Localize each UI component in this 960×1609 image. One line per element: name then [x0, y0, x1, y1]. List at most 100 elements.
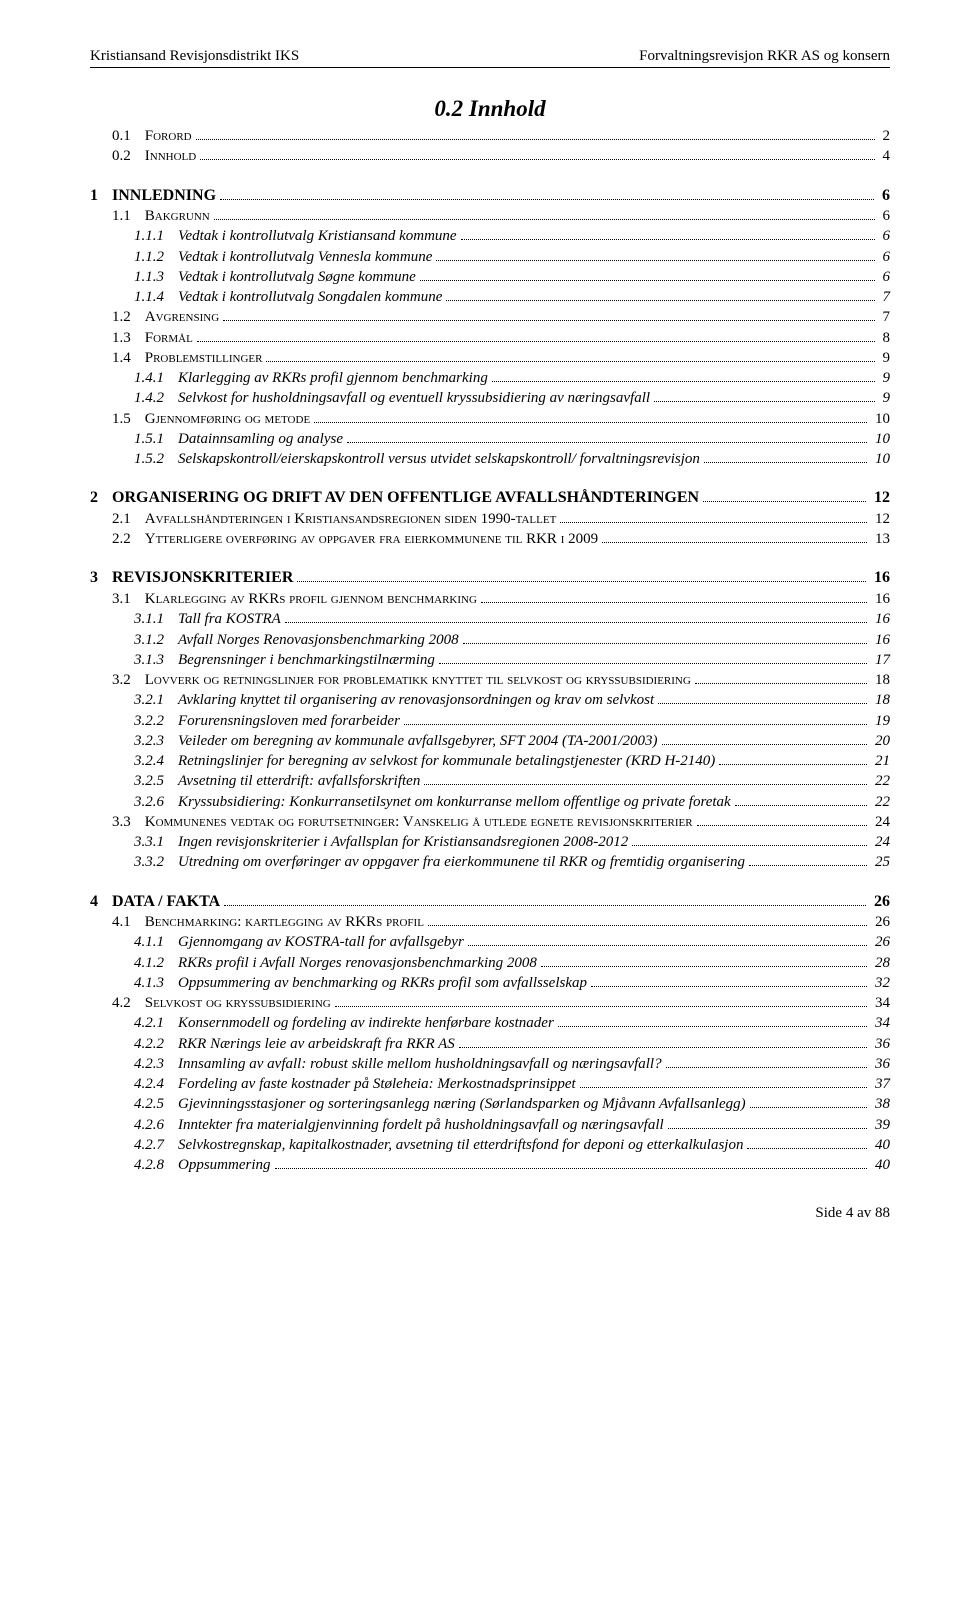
- toc-leader-dots: [200, 159, 874, 160]
- toc-label: Avgrensing: [145, 307, 219, 327]
- toc-label: Oppsummering: [178, 1155, 271, 1175]
- toc-number: 4.1.1: [134, 932, 178, 952]
- toc-leader-dots: [541, 966, 867, 967]
- toc-page-number: 39: [871, 1115, 890, 1135]
- toc-label: Fordeling av faste kostnader på Stølehei…: [178, 1074, 576, 1094]
- toc-leader-dots: [347, 442, 867, 443]
- toc-page-number: 19: [871, 711, 890, 731]
- toc-page-number: 9: [879, 388, 891, 408]
- toc-page-number: 25: [871, 852, 890, 872]
- toc-page-number: 10: [871, 409, 890, 429]
- toc-leader-dots: [468, 945, 867, 946]
- toc-number: 1.4.1: [134, 368, 178, 388]
- toc-page-number: 32: [871, 973, 890, 993]
- toc-number: 4.1: [112, 912, 145, 932]
- toc-entry: 3.3.1Ingen revisjonskriterier i Avfallsp…: [90, 832, 890, 852]
- toc-leader-dots: [632, 845, 867, 846]
- toc-entry: 1.1Bakgrunn6: [90, 206, 890, 226]
- toc-leader-dots: [749, 865, 867, 866]
- toc-label: Klarlegging av RKRs profil gjennom bench…: [178, 368, 488, 388]
- header-right: Forvaltningsrevisjon RKR AS og konsern: [639, 48, 890, 65]
- toc-page-number: 18: [871, 690, 890, 710]
- toc-page-number: 24: [871, 832, 890, 852]
- toc-page-number: 36: [871, 1034, 890, 1054]
- toc-number: 4.1.2: [134, 953, 178, 973]
- toc-label: Vedtak i kontrollutvalg Kristiansand kom…: [178, 226, 457, 246]
- toc-number: 1.1: [112, 206, 145, 226]
- toc-leader-dots: [481, 602, 867, 603]
- toc-number: 3.2.5: [134, 771, 178, 791]
- toc-page-number: 6: [879, 247, 891, 267]
- toc-page-number: 26: [871, 912, 890, 932]
- toc-label: Selskapskontroll/eierskapskontroll versu…: [178, 449, 700, 469]
- toc-entry: 4.2.2RKR Nærings leie av arbeidskraft fr…: [90, 1034, 890, 1054]
- toc-label: Forurensningsloven med forarbeider: [178, 711, 400, 731]
- toc-entry: 1.1.2Vedtak i kontrollutvalg Vennesla ko…: [90, 247, 890, 267]
- toc-entry: 4.1.3Oppsummering av benchmarking og RKR…: [90, 973, 890, 993]
- toc-number: 3.2.6: [134, 792, 178, 812]
- toc-entry: 4.2Selvkost og kryssubsidiering34: [90, 993, 890, 1013]
- toc-page-number: 9: [879, 348, 891, 368]
- toc-leader-dots: [654, 401, 874, 402]
- toc-number: 1.1.3: [134, 267, 178, 287]
- toc-page-number: 20: [871, 731, 890, 751]
- toc-entry: 2ORGANISERING OG DRIFT AV DEN OFFENTLIGE…: [90, 487, 890, 509]
- toc-page-number: 7: [879, 307, 891, 327]
- toc-label: Forord: [145, 126, 192, 146]
- toc-number: 3.3: [112, 812, 145, 832]
- toc-number: 1.5.2: [134, 449, 178, 469]
- toc-label: Inntekter fra materialgjenvinning fordel…: [178, 1115, 664, 1135]
- toc-entry: 1.4Problemstillinger9: [90, 348, 890, 368]
- toc-entry: 3.2.6Kryssubsidiering: Konkurransetilsyn…: [90, 792, 890, 812]
- toc-page-number: 40: [871, 1155, 890, 1175]
- toc-number: 3.2.3: [134, 731, 178, 751]
- toc-entry: 1.1.3Vedtak i kontrollutvalg Søgne kommu…: [90, 267, 890, 287]
- toc-page-number: 6: [878, 185, 890, 207]
- toc-leader-dots: [446, 300, 874, 301]
- toc-leader-dots: [658, 703, 867, 704]
- toc-number: 4: [90, 891, 112, 913]
- toc-label: Oppsummering av benchmarking og RKRs pro…: [178, 973, 587, 993]
- toc-entry: 4.2.6Inntekter fra materialgjenvinning f…: [90, 1115, 890, 1135]
- toc-label: ORGANISERING OG DRIFT AV DEN OFFENTLIGE …: [112, 487, 699, 509]
- toc-page-number: 6: [879, 226, 891, 246]
- toc-number: 4.2.3: [134, 1054, 178, 1074]
- toc-number: 0.1: [112, 126, 145, 146]
- toc-leader-dots: [439, 663, 867, 664]
- toc-label: Bakgrunn: [145, 206, 210, 226]
- toc-number: 4.2.6: [134, 1115, 178, 1135]
- toc-leader-dots: [695, 683, 867, 684]
- toc-leader-dots: [591, 986, 867, 987]
- toc-entry: 4.1Benchmarking: kartlegging av RKRs pro…: [90, 912, 890, 932]
- toc-entry: 3.2.2Forurensningsloven med forarbeider1…: [90, 711, 890, 731]
- toc-page-number: 40: [871, 1135, 890, 1155]
- toc-leader-dots: [285, 622, 867, 623]
- toc-page-number: 12: [871, 509, 890, 529]
- toc-page-number: 22: [871, 792, 890, 812]
- toc-entry: 4DATA / FAKTA26: [90, 891, 890, 913]
- toc-entry: 1.1.4Vedtak i kontrollutvalg Songdalen k…: [90, 287, 890, 307]
- page-header: Kristiansand Revisjonsdistrikt IKS Forva…: [90, 48, 890, 68]
- toc-label: Innhold: [145, 146, 196, 166]
- toc-title: 0.2 Innhold: [90, 96, 890, 122]
- toc-label: Avfall Norges Renovasjonsbenchmarking 20…: [178, 630, 459, 650]
- toc-leader-dots: [297, 581, 866, 582]
- toc-leader-dots: [335, 1006, 867, 1007]
- toc-label: Ytterligere overføring av oppgaver fra e…: [145, 529, 598, 549]
- toc-page-number: 21: [871, 751, 890, 771]
- toc-label: Vedtak i kontrollutvalg Søgne kommune: [178, 267, 416, 287]
- toc-number: 1.1.4: [134, 287, 178, 307]
- toc-leader-dots: [266, 361, 874, 362]
- toc-number: 2.1: [112, 509, 145, 529]
- toc-entry: 2.2Ytterligere overføring av oppgaver fr…: [90, 529, 890, 549]
- toc-entry: 3.2.4Retningslinjer for beregning av sel…: [90, 751, 890, 771]
- toc-label: Benchmarking: kartlegging av RKRs profil: [145, 912, 424, 932]
- toc-number: 3.2: [112, 670, 145, 690]
- toc-leader-dots: [463, 643, 867, 644]
- toc-leader-dots: [697, 825, 867, 826]
- toc-number: 1: [90, 185, 112, 207]
- toc-leader-dots: [196, 139, 875, 140]
- toc-number: 4.2: [112, 993, 145, 1013]
- toc-label: RKR Nærings leie av arbeidskraft fra RKR…: [178, 1034, 455, 1054]
- toc-entry: 3.1.2Avfall Norges Renovasjonsbenchmarki…: [90, 630, 890, 650]
